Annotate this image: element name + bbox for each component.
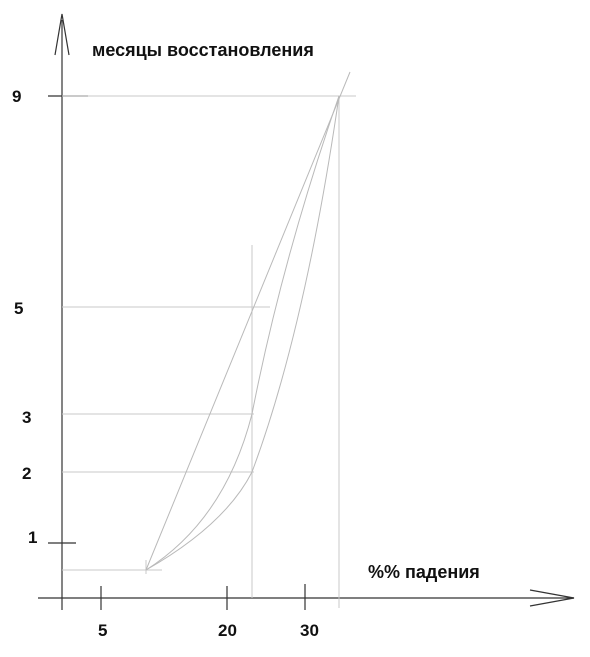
axes [38,13,575,610]
x-axis-title: %% падения [368,562,480,582]
y-tick-label-5: 5 [14,299,23,318]
curve-linear [145,71,351,571]
y-tick-label-3: 3 [22,408,31,427]
x-ticks [100,584,306,610]
guides [62,95,356,608]
curve-convex-steep [145,95,340,571]
y-axis-title: месяцы восстановления [92,40,314,60]
x-tick-label-20: 20 [218,621,237,640]
curves [145,71,351,571]
y-axis-arrow [54,13,70,56]
y-tick-label-1: 1 [28,528,37,547]
curve-convex-mid [145,95,340,571]
x-axis-arrow [529,589,575,607]
y-ticks [48,95,88,544]
y-tick-label-2: 2 [22,464,31,483]
y-tick-label-9: 9 [12,87,21,106]
x-tick-label-5: 5 [98,621,107,640]
x-tick-label-30: 30 [300,621,319,640]
